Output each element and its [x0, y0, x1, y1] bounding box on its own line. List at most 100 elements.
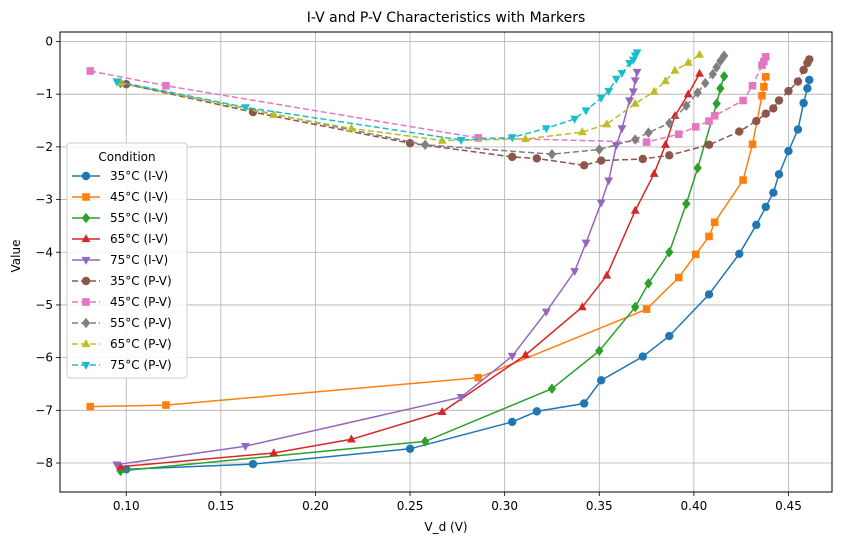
legend-marker [82, 193, 90, 201]
series-8 [116, 49, 704, 144]
data-point [547, 383, 557, 394]
data-point [632, 68, 642, 77]
data-point [595, 144, 604, 155]
data-point [116, 461, 125, 470]
data-point [346, 434, 356, 443]
x-axis: 0.10 0.15 0.20 0.25 0.30 0.35 0.40 0.45 [113, 492, 802, 513]
data-point [805, 55, 814, 64]
data-point [665, 151, 674, 160]
data-point [420, 139, 430, 151]
chart-title: I-V and P-V Characteristics with Markers [307, 10, 586, 26]
data-point [739, 176, 747, 184]
data-point [793, 125, 803, 134]
data-point [803, 84, 812, 93]
data-point [704, 140, 714, 149]
series-line [126, 59, 810, 167]
data-point [602, 270, 612, 279]
data-point [644, 127, 653, 138]
data-point [617, 69, 627, 78]
data-point [710, 112, 719, 120]
y-axis: 0 −1 −2 −3 −4 −5 −6 −7 −8 [35, 34, 60, 470]
data-point [705, 117, 713, 125]
data-point [752, 116, 761, 126]
plot-frame [59, 31, 833, 493]
data-point [661, 139, 670, 148]
data-point [570, 268, 580, 277]
data-point [642, 138, 651, 146]
data-point [581, 107, 591, 116]
legend-label: 75°C (I-V) [110, 253, 168, 267]
data-point [508, 417, 517, 427]
data-point [405, 444, 415, 453]
data-point [695, 68, 704, 77]
data-point [683, 57, 693, 66]
x-axis-label: V_d (V) [424, 520, 467, 534]
data-point [704, 290, 714, 299]
data-point [625, 59, 634, 68]
legend-label: 45°C (I-V) [110, 190, 168, 204]
data-point [456, 136, 466, 145]
data-point [793, 77, 803, 86]
legend-label: 65°C (I-V) [110, 232, 168, 246]
data-point [805, 75, 814, 85]
data-point [638, 154, 647, 164]
series-3 [116, 68, 704, 470]
data-point [602, 119, 612, 128]
legend-marker [81, 171, 91, 181]
data-point [86, 67, 95, 75]
series-line [116, 71, 638, 466]
legend-label: 75°C (P-V) [110, 358, 172, 372]
series-1 [86, 73, 770, 411]
data-point [541, 125, 551, 134]
x-tick-label: 0.25 [397, 499, 424, 513]
data-point [693, 87, 702, 98]
data-point [799, 98, 808, 108]
data-point [474, 134, 482, 142]
y-tick-label: −7 [35, 403, 53, 417]
data-point [577, 127, 587, 136]
data-point [769, 104, 778, 113]
data-point [748, 81, 757, 90]
legend-marker [81, 339, 91, 348]
legend-marker [81, 234, 91, 243]
data-point [611, 75, 621, 84]
data-point [630, 98, 640, 107]
data-point [112, 78, 122, 87]
data-point [570, 115, 580, 124]
data-point [774, 170, 784, 179]
series-0 [122, 75, 814, 474]
data-point [701, 77, 710, 89]
data-point [719, 71, 729, 82]
data-point [346, 123, 356, 132]
series-6 [86, 52, 770, 146]
series-line [90, 56, 767, 143]
data-point [695, 49, 704, 58]
legend-label: 35°C (I-V) [110, 169, 168, 183]
data-point [507, 352, 517, 361]
data-point [693, 162, 702, 174]
data-point [760, 57, 768, 66]
data-point [269, 448, 279, 457]
series-5 [122, 55, 814, 170]
x-tick-label: 0.35 [586, 499, 613, 513]
data-point [474, 373, 482, 382]
data-point [437, 407, 447, 416]
data-point [541, 308, 551, 317]
data-point [674, 273, 683, 282]
data-point [769, 188, 778, 197]
data-point [241, 104, 250, 113]
data-point [761, 52, 770, 61]
data-point [752, 220, 761, 230]
data-point [630, 205, 640, 214]
data-point [595, 345, 604, 357]
y-tick-label: −4 [35, 245, 53, 259]
series-4 [112, 68, 642, 470]
series-2 [116, 71, 729, 477]
data-point [661, 76, 670, 85]
data-point [604, 87, 614, 96]
legend-marker [81, 212, 91, 224]
data-point [162, 401, 170, 409]
y-tick-label: −8 [35, 456, 53, 470]
series-line [120, 76, 725, 472]
